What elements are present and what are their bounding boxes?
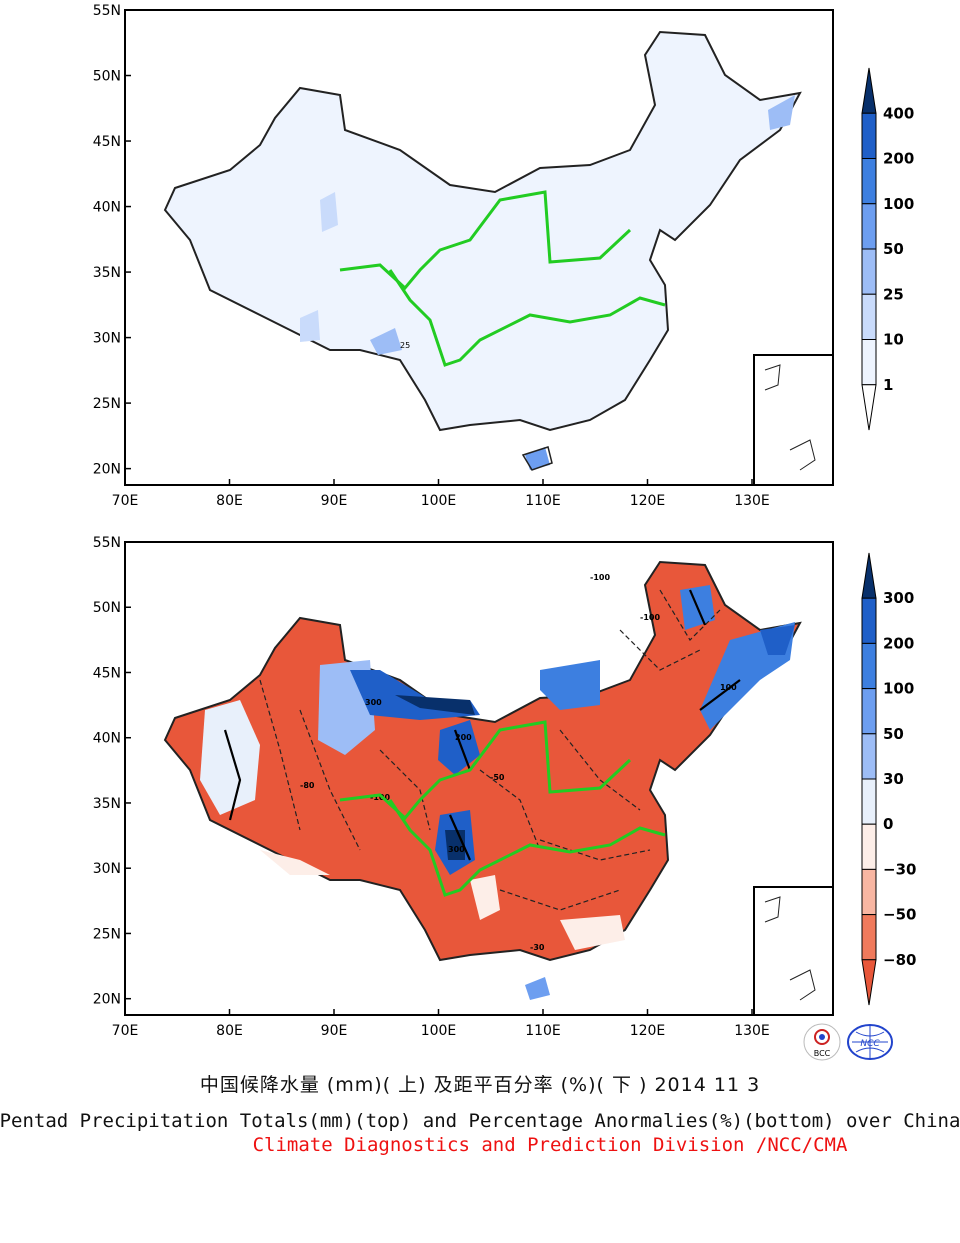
china-land-top	[163, 30, 802, 432]
legend-swatch	[861, 959, 877, 1006]
contour-label: -100	[590, 573, 610, 582]
contour-label: 300	[448, 845, 465, 854]
legend-swatch	[861, 823, 877, 870]
lat-tick-label: 40N	[93, 731, 121, 747]
legend-swatch	[861, 112, 877, 159]
lat-tick-label: 20N	[93, 462, 121, 478]
legend-swatch	[861, 733, 877, 780]
lat-tick-label: 35N	[93, 265, 121, 281]
legend-label: 25	[883, 285, 904, 303]
legend-label: −50	[883, 906, 916, 924]
contour-label: -100	[640, 613, 660, 622]
legend-label: 1	[883, 376, 893, 394]
lon-tick-label: 110E	[525, 493, 561, 509]
legend-label: 300	[883, 589, 914, 607]
lat-tick-label: 40N	[93, 200, 121, 216]
contour-label: 300	[365, 698, 382, 707]
bcc-logo: BCC	[803, 1023, 841, 1061]
lat-tick-label: 55N	[93, 535, 121, 551]
legend-top: 400 200 100 50 25 10 1	[861, 67, 914, 431]
lat-tick-label: 25N	[93, 926, 121, 942]
legend-label: −30	[883, 860, 916, 878]
lat-tick-label: 35N	[93, 796, 121, 812]
caption-source: Climate Diagnostics and Prediction Divis…	[252, 1134, 848, 1156]
legend-swatch	[861, 642, 877, 690]
caption-chinese: 中国候降水量 (mm)( 上) 及距平百分率 (%)( 下 ) 2014 11 …	[199, 1074, 761, 1096]
lon-tick-label: 80E	[216, 1023, 243, 1039]
legend-swatch	[861, 158, 877, 205]
percentage-anomaly-map: 55N 50N 45N 40N 35N 30N 25N 20N 70E 80E 90E 100E 11…	[93, 535, 917, 1039]
legend-swatch	[861, 67, 877, 114]
lat-tick-label: 55N	[93, 3, 121, 19]
lat-tick-label: 25N	[93, 396, 121, 412]
lon-tick-label: 70E	[112, 493, 139, 509]
legend-label: 100	[883, 195, 914, 213]
legend-label: −80	[883, 951, 916, 969]
legend-swatch	[861, 688, 877, 735]
legend-swatch	[861, 293, 877, 340]
legend-label: 100	[883, 680, 914, 698]
contour-label: 100	[720, 683, 737, 692]
lat-tick-label: 50N	[93, 69, 121, 85]
legend-swatch	[861, 597, 877, 644]
lon-tick-label: 130E	[734, 493, 770, 509]
lat-tick-label: 30N	[93, 861, 121, 877]
lon-tick-label: 100E	[421, 1023, 457, 1039]
lon-tick-label: 130E	[734, 1023, 770, 1039]
contour-label: 25	[400, 341, 410, 350]
lat-tick-label: 45N	[93, 665, 121, 681]
legend-label: 200	[883, 634, 914, 652]
legend-label: 50	[883, 725, 904, 743]
legend-swatch	[861, 339, 877, 386]
lon-tick-label: 70E	[112, 1023, 139, 1039]
lat-tick-label: 50N	[93, 600, 121, 616]
legend-label: 50	[883, 240, 904, 258]
lon-tick-label: 80E	[216, 493, 243, 509]
legend-label: 10	[883, 331, 904, 349]
lon-tick-label: 90E	[321, 493, 348, 509]
caption-english: Pentad Precipitation Totals(mm)(top) and…	[0, 1110, 960, 1132]
south-china-sea-inset-top	[753, 354, 834, 486]
ncc-logo: NCC	[847, 1024, 893, 1060]
legend-swatch	[861, 914, 877, 961]
legend-swatch	[861, 248, 877, 295]
legend-swatch	[861, 552, 877, 599]
legend-swatch	[861, 868, 877, 916]
svg-text:NCC: NCC	[860, 1039, 880, 1049]
legend-swatch	[861, 384, 877, 431]
contour-label: -50	[490, 773, 505, 782]
legend-label: 0	[883, 815, 893, 833]
contour-label: 200	[455, 733, 472, 742]
yangtze-river-top	[388, 269, 666, 367]
legend-swatch	[861, 778, 877, 825]
legend-label: 200	[883, 150, 914, 168]
contour-label: -100	[370, 793, 390, 802]
lat-tick-label: 30N	[93, 331, 121, 347]
lat-tick-label: 20N	[93, 992, 121, 1008]
lon-tick-label: 90E	[321, 1023, 348, 1039]
lon-tick-label: 120E	[630, 1023, 666, 1039]
south-china-sea-inset-bottom	[753, 886, 834, 1016]
lon-tick-label: 110E	[525, 1023, 561, 1039]
contour-label: -80	[300, 781, 315, 790]
contour-label: -30	[530, 943, 545, 952]
lon-tick-label: 100E	[421, 493, 457, 509]
lon-tick-label: 120E	[630, 493, 666, 509]
yangtze-river-bottom	[388, 799, 666, 897]
legend-label: 30	[883, 770, 904, 788]
legend-swatch	[861, 203, 877, 250]
legend-label: 400	[883, 104, 914, 122]
hainan-island-top	[521, 446, 553, 471]
lat-tick-label: 45N	[93, 134, 121, 150]
svg-text:BCC: BCC	[814, 1049, 831, 1058]
